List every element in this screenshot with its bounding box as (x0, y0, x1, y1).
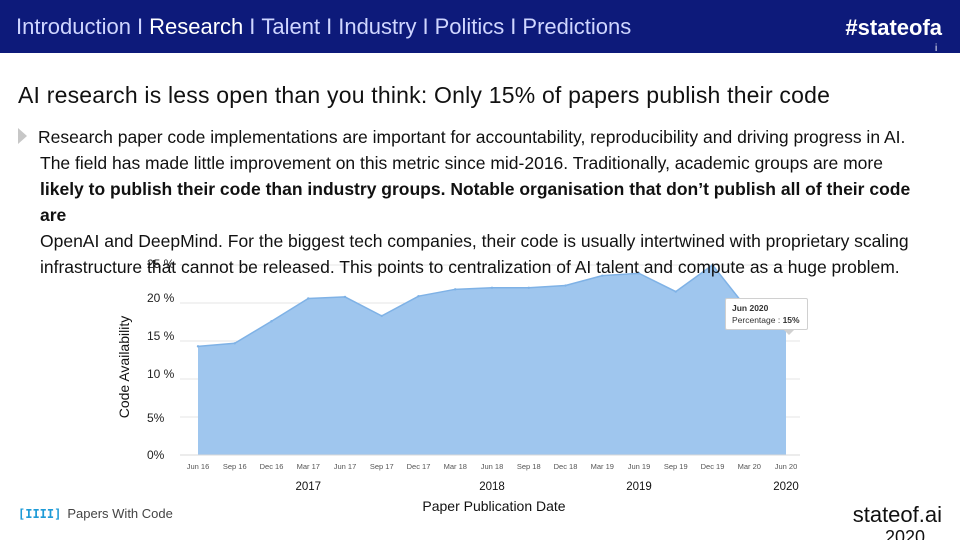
footer-year: 2020 (885, 530, 926, 540)
tooltip-pointer (783, 329, 795, 335)
data-point (490, 286, 494, 289)
x-tick-label: Mar 17 (297, 462, 320, 471)
paragraph-1-text: Research paper code implementations are … (38, 127, 906, 147)
slide-body: Research paper code implementations are … (18, 124, 938, 280)
data-point (270, 320, 273, 323)
nav-item-introduction[interactable]: Introduction (16, 14, 131, 39)
nav-separator: I (422, 14, 429, 39)
data-point (674, 290, 677, 293)
y-axis-title: Code Availability (116, 316, 132, 418)
nav-separator: I (326, 14, 333, 39)
x-tick-label: Sep 16 (223, 462, 247, 471)
header-bar: Introduction I Research I Talent I Industry I Po… (0, 0, 960, 54)
year-label: 2018 (479, 481, 505, 493)
year-label: 2019 (626, 481, 652, 493)
x-tick-label: Mar 18 (444, 462, 467, 471)
data-point (527, 286, 530, 289)
hashtag: #stateofa (845, 15, 942, 40)
x-tick-label: Dec 16 (260, 462, 284, 471)
nav-item-talent[interactable]: Talent (261, 14, 321, 39)
tooltip-date: Jun 2020 (732, 303, 769, 313)
paragraph-4: OpenAI and DeepMind. For the biggest tec… (40, 231, 909, 251)
x-tick-label: Dec 18 (554, 462, 578, 471)
x-tick-label: Mar 20 (738, 462, 761, 471)
x-tick-label: Dec 19 (701, 462, 725, 471)
data-point (380, 314, 383, 318)
x-tick-label: Jun 19 (628, 462, 651, 471)
slide-title: AI research is less open than you think:… (18, 82, 831, 108)
data-point (417, 294, 420, 298)
paragraph-3: likely to publish their code than indust… (40, 179, 911, 225)
paragraph-1: Research paper code implementations are … (18, 124, 938, 150)
tooltip-value: 15% (782, 315, 800, 325)
hashtag-overflow: i (935, 43, 938, 54)
x-tick-label: Jun 17 (334, 462, 357, 471)
y-tick-label: 15 % (147, 329, 175, 343)
data-point (601, 274, 604, 277)
y-tick-label: 25 % (147, 257, 175, 271)
nav-separator: I (510, 14, 517, 39)
paragraph-2: The field has made little improvement on… (40, 153, 883, 173)
x-tick-label: Sep 18 (517, 462, 541, 471)
data-point (343, 295, 347, 299)
x-tick-label: Mar 19 (591, 462, 614, 471)
x-tick-label: Sep 17 (370, 462, 394, 471)
bullet-arrow-icon (18, 128, 27, 144)
tooltip-label: Percentage : (732, 315, 781, 325)
y-tick-label: 0% (147, 448, 165, 462)
nav-separator: I (249, 14, 256, 39)
x-tick-label: Dec 17 (407, 462, 431, 471)
y-tick-label: 20 % (147, 291, 175, 305)
nav-item-industry[interactable]: Industry (338, 14, 417, 39)
source-credit: [IIII] Papers With Code (18, 506, 173, 521)
data-point (711, 263, 714, 267)
papers-with-code-logo-icon: [IIII] (18, 507, 62, 521)
data-point (196, 345, 200, 348)
nav-item-politics[interactable]: Politics (434, 14, 505, 39)
series-area (198, 265, 786, 455)
tooltip-row: Percentage : 15% (732, 314, 801, 326)
x-tick-label: Jun 16 (187, 462, 210, 471)
y-tick-label: 5% (147, 411, 165, 425)
data-point (233, 342, 236, 345)
source-name: Papers With Code (67, 506, 173, 521)
x-axis-title: Paper Publication Date (422, 498, 565, 514)
section-nav: Introduction I Research I Talent I Industry I Po… (16, 14, 631, 40)
nav-item-research[interactable]: Research (149, 14, 244, 39)
x-tick-label: Sep 19 (664, 462, 688, 471)
x-tick-label: Jun 20 (775, 462, 798, 471)
year-label: 2020 (773, 481, 799, 493)
data-point (637, 272, 641, 275)
site-name: stateof.ai (852, 502, 942, 527)
nav-separator: I (136, 14, 144, 39)
data-point (307, 297, 310, 300)
paragraph-5: infrastructure that cannot be released. … (40, 257, 900, 277)
data-point (454, 288, 457, 291)
year-label: 2017 (295, 481, 321, 493)
data-point (564, 284, 567, 287)
x-tick-label: Jun 18 (481, 462, 504, 471)
chart-tooltip: Jun 2020 Percentage : 15% (725, 298, 808, 330)
nav-item-predictions[interactable]: Predictions (522, 14, 632, 39)
y-tick-label: 10 % (147, 367, 175, 381)
